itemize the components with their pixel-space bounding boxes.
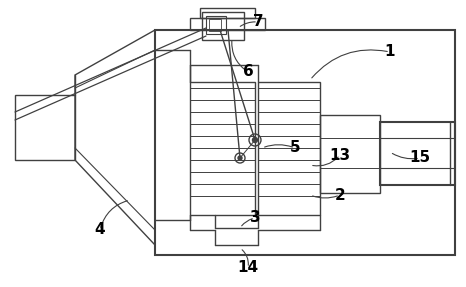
Text: 2: 2 — [335, 187, 345, 203]
Bar — [190, 18, 265, 30]
Circle shape — [253, 137, 258, 143]
Text: 1: 1 — [385, 44, 395, 59]
Text: 6: 6 — [243, 65, 254, 79]
Text: 3: 3 — [250, 210, 260, 226]
Bar — [190, 82, 255, 215]
Bar — [202, 12, 244, 40]
Bar — [15, 95, 75, 160]
Circle shape — [238, 156, 242, 160]
Text: 4: 4 — [95, 222, 105, 238]
Text: 14: 14 — [238, 261, 259, 276]
Bar — [155, 30, 455, 255]
Bar — [200, 8, 255, 18]
Bar — [320, 115, 380, 193]
Bar — [206, 16, 226, 34]
Bar — [258, 82, 320, 215]
Bar — [380, 122, 455, 185]
Text: 5: 5 — [290, 141, 300, 156]
Bar — [209, 19, 221, 31]
Text: 15: 15 — [410, 150, 431, 166]
Text: 7: 7 — [253, 15, 263, 30]
Text: 13: 13 — [329, 148, 350, 162]
